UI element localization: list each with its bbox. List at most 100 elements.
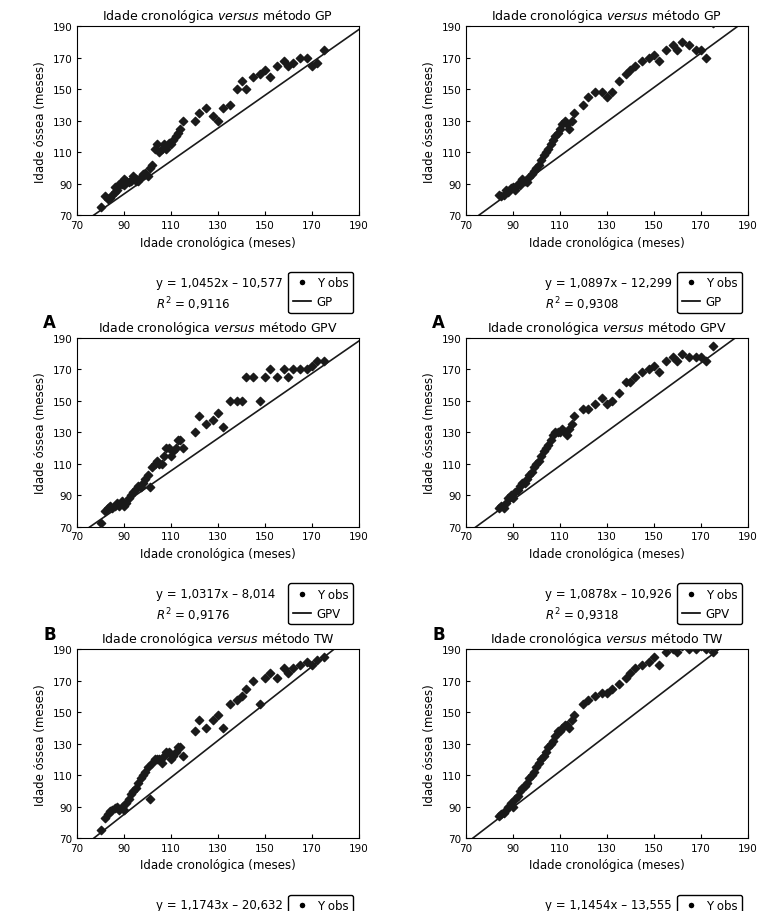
Point (247, 371, 259, 385)
Point (495, 807, 507, 822)
Y-axis label: Idade óssea (meses): Idade óssea (meses) (34, 61, 47, 182)
Point (502, 800, 514, 814)
Point (625, 375, 637, 390)
Text: $R^2$ = 0,9318: $R^2$ = 0,9318 (545, 606, 619, 624)
Text: y = 1,0897x – 12,299: y = 1,0897x – 12,299 (545, 276, 672, 289)
Point (200, 721, 213, 735)
Point (551, 724, 564, 739)
Point (120, 496, 133, 511)
Point (672, 645, 684, 660)
Point (629, 661, 641, 676)
Point (160, 143, 173, 158)
Point (605, 681, 618, 696)
Point (104, 499, 116, 514)
Point (143, 792, 156, 806)
Point (141, 760, 153, 774)
Point (125, 488, 137, 503)
Point (535, 449, 547, 464)
Point (301, 655, 314, 670)
Point (130, 781, 142, 795)
Point (318, 650, 330, 665)
Point (111, 183, 123, 198)
Point (146, 159, 158, 173)
Point (143, 161, 156, 176)
Point (134, 771, 146, 785)
Text: $R^2$ = 0,9308: $R^2$ = 0,9308 (545, 295, 619, 312)
Point (625, 666, 637, 681)
Point (554, 724, 566, 739)
Point (528, 165, 540, 179)
Point (542, 438, 554, 453)
Point (139, 473, 151, 487)
Point (165, 752, 177, 767)
Point (629, 59, 641, 74)
Point (601, 397, 613, 412)
Point (537, 749, 550, 763)
Point (207, 713, 220, 728)
Point (596, 86, 608, 100)
Point (118, 179, 130, 193)
Point (497, 805, 510, 820)
Point (493, 809, 505, 824)
Point (563, 122, 575, 137)
Point (136, 168, 149, 182)
Legend: Y obs, TW: Y obs, TW (288, 895, 353, 911)
Point (526, 465, 538, 479)
Point (493, 189, 505, 203)
Point (561, 718, 573, 732)
Point (240, 371, 252, 385)
Point (271, 59, 283, 74)
Point (282, 59, 295, 74)
Point (247, 70, 259, 85)
Point (500, 496, 512, 511)
Point (118, 499, 130, 514)
Point (193, 713, 205, 728)
X-axis label: Idade cronológica (meses): Idade cronológica (meses) (529, 548, 685, 560)
Point (200, 102, 213, 117)
Point (217, 102, 229, 117)
Point (519, 476, 531, 490)
Point (217, 421, 229, 435)
Point (511, 177, 524, 191)
Point (695, 640, 707, 654)
Point (123, 491, 135, 506)
Point (231, 394, 243, 409)
Point (120, 796, 133, 811)
Point (127, 169, 140, 184)
Point (620, 375, 632, 390)
Point (163, 137, 175, 151)
Point (530, 760, 543, 774)
Point (648, 650, 660, 665)
Point (509, 486, 521, 500)
Point (526, 168, 538, 182)
Point (568, 107, 581, 121)
X-axis label: Idade cronológica (meses): Idade cronológica (meses) (140, 548, 296, 560)
Point (125, 174, 137, 189)
Point (620, 670, 632, 685)
Point (502, 491, 514, 506)
Point (540, 744, 552, 759)
Point (530, 456, 543, 471)
Point (156, 143, 168, 158)
Point (566, 713, 578, 728)
Point (207, 109, 220, 124)
Point (535, 154, 547, 169)
Y-axis label: Idade óssea (meses): Idade óssea (meses) (423, 61, 436, 182)
Point (306, 59, 318, 74)
Point (676, 36, 689, 50)
Point (156, 456, 168, 471)
Point (493, 501, 505, 516)
Point (102, 501, 114, 516)
Point (648, 360, 660, 374)
Point (224, 697, 236, 711)
Legend: Y obs, GPV: Y obs, GPV (677, 584, 742, 625)
Point (264, 363, 276, 377)
Point (683, 39, 695, 54)
Point (659, 645, 672, 660)
Point (699, 51, 712, 66)
Point (563, 721, 575, 735)
Point (690, 642, 702, 657)
Point (149, 143, 161, 158)
Point (542, 740, 554, 754)
Point (648, 48, 660, 63)
